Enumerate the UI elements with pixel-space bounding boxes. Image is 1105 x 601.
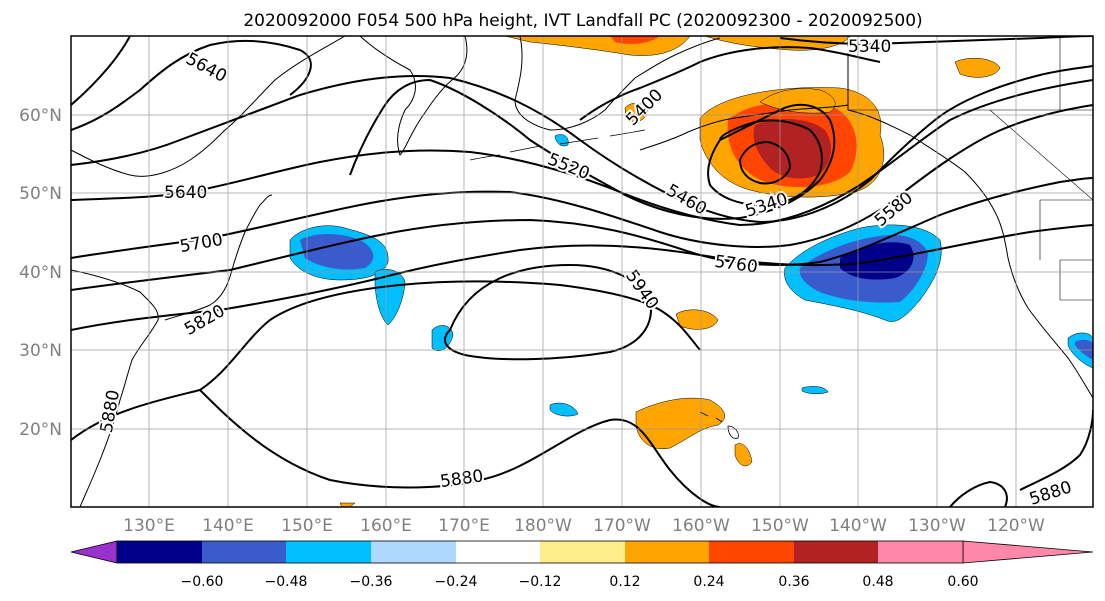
contour-5880-inner [71,280,701,441]
colorbar-tick-label: 0.24 [693,574,724,590]
colorbar-tick-label: −0.36 [350,574,393,590]
lon-label: 160°W [672,516,730,536]
contour-5340 [738,140,792,185]
positive-anomaly-bottom [339,502,356,507]
positive-anomaly-central-pacific [675,309,719,330]
colorbar-bin [878,541,963,563]
negative-anomaly-east-small [801,386,829,395]
lon-label: 180°W [514,516,572,536]
map-panel: 5640 5340 5400 5520 5460 5340 5580 5640 … [19,35,1094,536]
lat-labels: 60°N 50°N 40°N 30°N 20°N [19,106,62,440]
figure-title: 2020092000 F054 500 hPa height, IVT Land… [243,11,922,31]
colorbar-extend-max [962,540,1094,564]
colorbar-tick-label: 0.36 [778,574,809,590]
lat-label: 20°N [19,420,62,440]
negative-anomaly-japan-mid [300,234,374,270]
colorbar-bin [371,541,456,563]
colorbar-tick-label: −0.60 [181,574,224,590]
contour-5640-nw [71,36,131,106]
lon-label: 140°E [202,516,254,536]
height-contours [71,36,1093,507]
lon-label: 170°E [438,516,490,536]
contour-5940 [444,263,652,361]
contour-5400 [579,46,881,121]
colorbar-extend-min [70,540,118,564]
colorbar-tick-label: 0.60 [947,574,978,590]
coast-north-america [847,36,1093,399]
lat-label: 50°N [19,184,62,204]
positive-anomaly-gulf-alaska-core [753,118,831,179]
colorbar-tick-label: 0.48 [862,574,893,590]
lat-label: 60°N [19,106,62,126]
negative-anomaly-central [549,402,579,417]
lon-label: 130°W [908,516,966,536]
positive-anomaly-small-bering [624,102,649,123]
map-frame [70,35,1094,508]
lon-label: 160°E [360,516,412,536]
colorbar-tick-label: 0.12 [609,574,640,590]
lon-label: 170°W [593,516,651,536]
positive-anomaly-hawaii [635,397,725,450]
colorbar-bin [794,541,878,563]
lon-label: 140°W [829,516,887,536]
contour-5820 [71,224,1093,331]
coast-kamchatka [359,36,468,156]
positive-anomaly-top-right [704,36,851,51]
contour-5520 [71,39,836,220]
colorbar-bin [625,541,709,563]
contour-5880-se [949,480,1008,507]
lat-label: 30°N [19,341,62,361]
lat-label: 40°N [19,263,62,283]
lon-label: 150°E [281,516,333,536]
colorbar-bin [540,541,625,563]
contour-5880-south [199,389,721,507]
contour-5580 [71,65,1093,224]
colorbar-bin [117,541,202,563]
lon-labels: 130°E 140°E 150°E 160°E 170°E 180°W 170°… [123,516,1045,536]
contour-5700 [71,104,1093,259]
positive-anomaly-hawaii-small [734,443,753,467]
colorbar-tick-label: −0.12 [519,574,562,590]
colorbar-bin [709,541,794,563]
contour-5340-top [779,36,1093,46]
contour-5460 [707,119,823,207]
coast-asia [71,36,346,507]
lon-label: 130°E [123,516,175,536]
contour-label: 5340 [848,37,891,57]
coast-aleutians [469,129,646,161]
colorbar-bin [286,541,371,563]
colorbar-outline [116,540,964,564]
lon-label: 120°W [987,516,1045,536]
contour-5880-east [1019,409,1093,491]
colorbar-bin [202,541,286,563]
colorbar-tick-label: −0.48 [265,574,308,590]
positive-anomaly-alaska-north [759,88,836,114]
gridlines [71,36,1093,507]
coast-japan [164,194,273,321]
contour-5760 [71,177,1093,291]
lon-label: 150°W [751,516,809,536]
colorbar-tick-label: −0.24 [435,574,478,590]
positive-anomaly-canada [954,57,1001,78]
colorbar: −0.60 −0.48 −0.36 −0.24 −0.12 0.12 0.24 … [70,540,1094,590]
negative-anomaly-japan-south [374,269,406,326]
colorbar-tick-labels: −0.60 −0.48 −0.36 −0.24 −0.12 0.12 0.24 … [181,574,979,590]
colorbar-bin [456,541,540,563]
